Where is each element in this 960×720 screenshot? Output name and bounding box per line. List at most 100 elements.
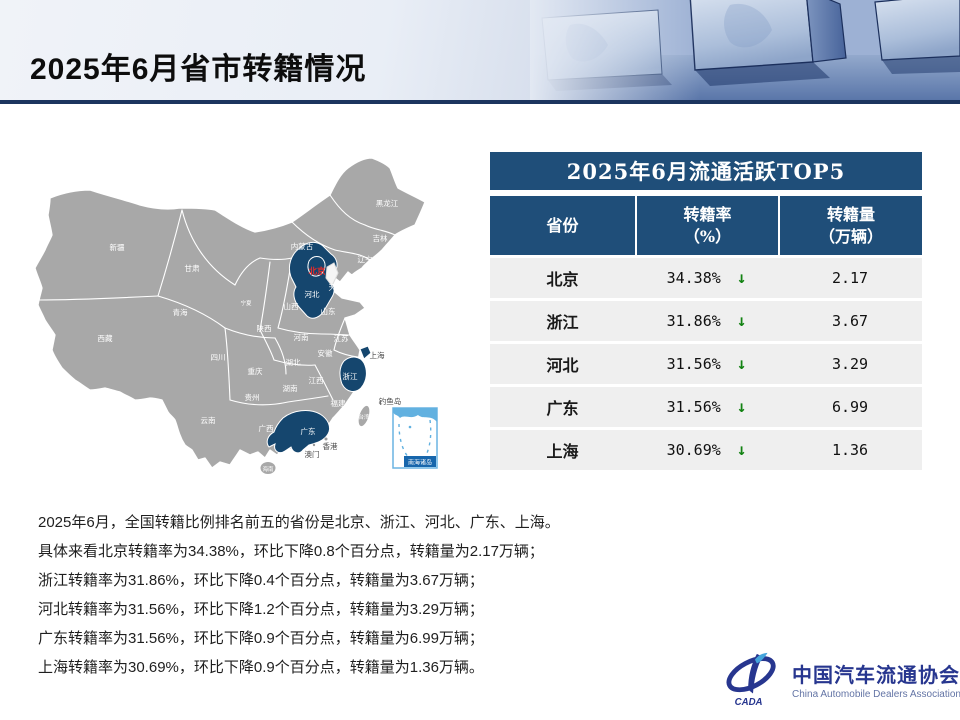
cell-rate: 31.56% ↓ bbox=[666, 354, 747, 373]
province-guangdong-highlight bbox=[266, 410, 331, 454]
map-label: 福建 bbox=[331, 398, 346, 408]
table-row: 广东 31.56% ↓ 6.99 bbox=[490, 387, 922, 427]
table-row: 河北 31.56% ↓ 3.29 bbox=[490, 344, 922, 384]
trend-down-icon: ↓ bbox=[736, 268, 747, 287]
logo-name-cn: 中国汽车流通协会 bbox=[792, 662, 960, 687]
map-label: 贵州 bbox=[245, 392, 260, 402]
trend-down-icon: ↓ bbox=[736, 311, 747, 330]
map-label: 山西 bbox=[284, 301, 299, 311]
map-label: 吉林 bbox=[373, 233, 388, 243]
cell-province: 广东 bbox=[546, 399, 579, 418]
column-header-rate: 转籍率 （%） bbox=[635, 196, 778, 255]
map-label: 浙江 bbox=[343, 371, 358, 381]
map-label: 上海 bbox=[370, 350, 385, 360]
province-shanghai-highlight bbox=[359, 345, 372, 360]
province-labels: 新疆 甘肃 青海 西藏 四川 云南 贵州 广西 湖南 湖北 河南 安徽 江西 福… bbox=[98, 198, 402, 473]
map-label: 重庆 bbox=[248, 366, 263, 376]
map-label: 宁夏 bbox=[240, 299, 252, 307]
cell-rate: 31.56% ↓ bbox=[666, 397, 747, 416]
map-label: 海南 bbox=[262, 465, 274, 473]
summary-line: 2025年6月，全国转籍比例排名前五的省份是北京、浙江、河北、广东、上海。 bbox=[38, 514, 560, 531]
logo-text-block: 中国汽车流通协会 China Automobile Dealers Associ… bbox=[792, 659, 960, 700]
map-label: 辽宁 bbox=[358, 254, 373, 264]
slide-header: 2025年6月省市转籍情况 bbox=[0, 0, 960, 104]
column-header-province: 省份 bbox=[546, 215, 579, 235]
cell-province: 北京 bbox=[546, 270, 579, 289]
map-label: 陕西 bbox=[257, 323, 272, 333]
province-beijing-highlight bbox=[307, 256, 326, 277]
trend-down-icon: ↓ bbox=[736, 397, 747, 416]
diaoyu-dot bbox=[378, 401, 382, 405]
cell-volume: 2.17 bbox=[831, 269, 869, 287]
header-cubes-art bbox=[530, 0, 960, 100]
macau-dot bbox=[312, 443, 316, 447]
summary-line: 具体来看北京转籍率为34.38%，环比下降0.8个百分点，转籍量为2.17万辆； bbox=[38, 543, 544, 560]
summary-line: 上海转籍率为30.69%，环比下降0.9个百分点，转籍量为1.36万辆。 bbox=[38, 659, 484, 676]
summary-line: 浙江转籍率为31.86%，环比下降0.4个百分点，转籍量为3.67万辆； bbox=[38, 572, 484, 589]
inset-label: 南海诸岛 bbox=[408, 459, 432, 467]
hainan-island bbox=[259, 461, 277, 475]
south-china-sea-inset: 南海诸岛 bbox=[392, 407, 438, 469]
map-label: 湖北 bbox=[286, 358, 301, 367]
cell-volume: 6.99 bbox=[831, 398, 869, 416]
top5-table: 2025年6月流通活跃TOP5 省份 转籍率 （%） 转籍量 （万辆） 北京 3… bbox=[490, 152, 922, 470]
map-label: 台湾 bbox=[358, 413, 370, 421]
page-title: 2025年6月省市转籍情况 bbox=[30, 53, 367, 86]
map-label: 西藏 bbox=[98, 333, 113, 343]
map-label: 河南 bbox=[294, 332, 309, 342]
highlighted-provinces bbox=[266, 241, 372, 454]
map-label: 新疆 bbox=[110, 242, 125, 252]
map-label: 钓鱼岛 bbox=[379, 396, 402, 406]
cell-rate: 30.69% ↓ bbox=[666, 440, 747, 459]
table-header-row: 省份 转籍率 （%） 转籍量 （万辆） bbox=[490, 196, 922, 255]
map-label: 江西 bbox=[309, 376, 324, 385]
table-row: 上海 30.69% ↓ 1.36 bbox=[490, 430, 922, 470]
cell-rate: 34.38% ↓ bbox=[666, 268, 747, 287]
table-title: 2025年6月流通活跃TOP5 bbox=[490, 152, 922, 190]
trend-down-icon: ↓ bbox=[736, 354, 747, 373]
province-zhejiang-highlight bbox=[339, 356, 367, 392]
map-label: 香港 bbox=[323, 441, 338, 451]
logo-name-en: China Automobile Dealers Association bbox=[792, 688, 960, 700]
map-label-beijing: 北京 bbox=[308, 266, 326, 276]
map-label: 四川 bbox=[211, 353, 226, 362]
map-label: 广东 bbox=[301, 426, 316, 436]
cell-province: 河北 bbox=[546, 356, 579, 375]
cell-volume: 1.36 bbox=[831, 441, 869, 459]
map-label: 河北 bbox=[305, 290, 320, 299]
table-row: 北京 34.38% ↓ 2.17 bbox=[490, 258, 922, 298]
tianjin-area bbox=[325, 262, 339, 287]
map-label: 甘肃 bbox=[185, 263, 200, 273]
cell-volume: 3.67 bbox=[831, 312, 869, 330]
cada-mark-text: CADA bbox=[735, 697, 763, 708]
map-label: 黑龙江 bbox=[376, 198, 399, 208]
cell-rate: 31.86% ↓ bbox=[666, 311, 747, 330]
map-label: 江苏 bbox=[334, 333, 349, 343]
cell-province: 浙江 bbox=[546, 313, 579, 332]
summary-line: 广东转籍率为31.56%，环比下降0.9个百分点，转籍量为6.99万辆； bbox=[38, 630, 484, 647]
cada-logo: CADA 中国汽车流通协会 China Automobile Dealers A… bbox=[722, 650, 960, 708]
taiwan-island bbox=[357, 404, 371, 428]
map-label: 天津 bbox=[329, 283, 344, 292]
map-label: 云南 bbox=[201, 415, 216, 425]
map-label: 广西 bbox=[259, 423, 274, 433]
china-map-svg: 南海诸岛 新疆 甘肃 青海 西藏 四川 云南 贵州 广西 湖南 湖北 河南 安徽… bbox=[34, 157, 438, 475]
cell-volume: 3.29 bbox=[831, 355, 869, 373]
header-divider bbox=[0, 100, 960, 104]
cell-province: 上海 bbox=[546, 442, 579, 461]
column-header-volume: 转籍量 （万辆） bbox=[778, 196, 922, 255]
map-label: 澳门 bbox=[305, 449, 320, 459]
map-label: 湖南 bbox=[283, 383, 298, 393]
province-borders bbox=[37, 194, 396, 406]
summary-line: 河北转籍率为31.56%，环比下降1.2个百分点，转籍量为3.29万辆； bbox=[38, 601, 484, 618]
summary-text: 2025年6月，全国转籍比例排名前五的省份是北京、浙江、河北、广东、上海。 具体… bbox=[38, 514, 648, 688]
table-row: 浙江 31.86% ↓ 3.67 bbox=[490, 301, 922, 341]
china-map: 南海诸岛 新疆 甘肃 青海 西藏 四川 云南 贵州 广西 湖南 湖北 河南 安徽… bbox=[30, 150, 450, 480]
map-label: 安徽 bbox=[318, 348, 333, 358]
map-label: 青海 bbox=[173, 307, 188, 317]
trend-down-icon: ↓ bbox=[736, 440, 747, 459]
province-hebei-highlight bbox=[288, 241, 338, 319]
cada-logo-icon: CADA bbox=[726, 652, 776, 708]
map-label: 内蒙古 bbox=[291, 241, 314, 251]
hongkong-dot bbox=[324, 437, 328, 441]
